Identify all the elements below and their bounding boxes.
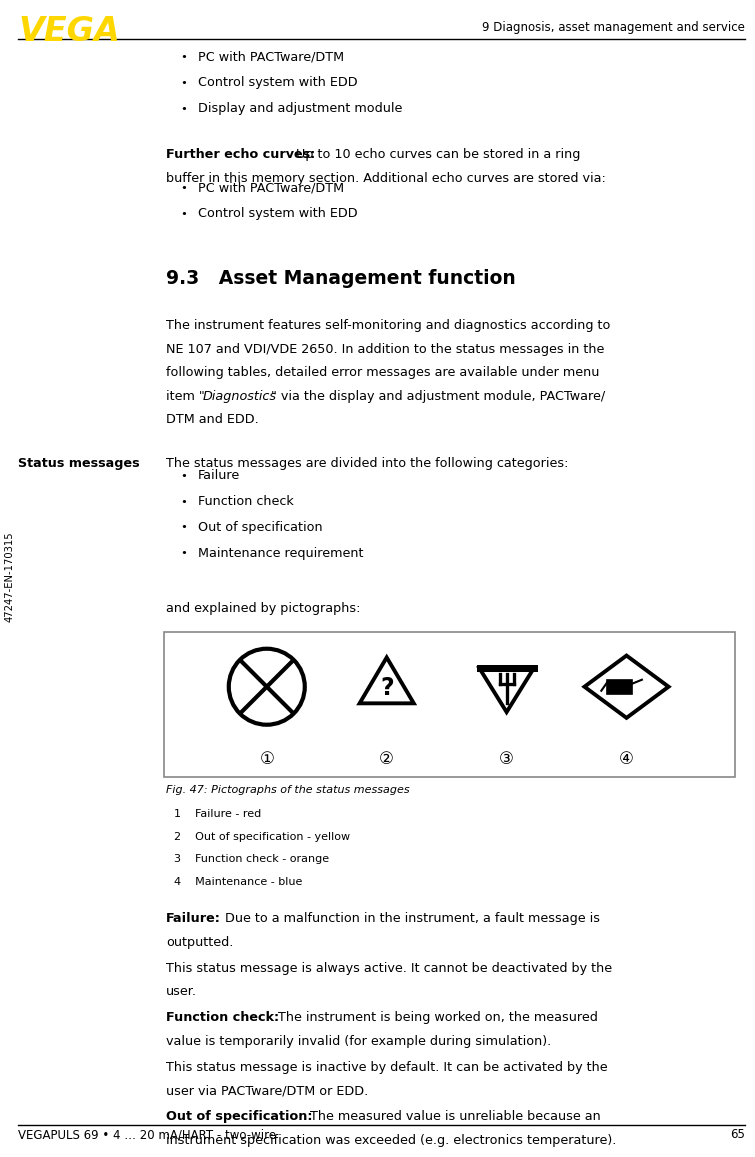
Text: Failure:: Failure: <box>166 913 221 926</box>
Text: •: • <box>180 523 187 532</box>
Text: 9 Diagnosis, asset management and service: 9 Diagnosis, asset management and servic… <box>482 21 745 34</box>
Text: •: • <box>180 52 187 62</box>
Text: •: • <box>180 548 187 559</box>
Text: 9.3   Asset Management function: 9.3 Asset Management function <box>166 270 516 288</box>
Text: ④: ④ <box>619 750 634 767</box>
Text: Maintenance requirement: Maintenance requirement <box>198 547 363 560</box>
Text: ?: ? <box>380 676 393 700</box>
Text: Diagnostics: Diagnostics <box>203 390 277 403</box>
Bar <box>607 679 632 694</box>
Text: 47247-EN-170315: 47247-EN-170315 <box>5 532 15 622</box>
Text: 2    Out of specification - yellow: 2 Out of specification - yellow <box>174 832 350 842</box>
Text: outputted.: outputted. <box>166 936 233 949</box>
Text: •: • <box>180 209 187 219</box>
Text: •: • <box>180 78 187 88</box>
Text: This status message is inactive by default. It can be activated by the: This status message is inactive by defau… <box>166 1061 608 1074</box>
Text: Failure: Failure <box>198 470 240 482</box>
Text: 3    Function check - orange: 3 Function check - orange <box>174 854 329 864</box>
Text: The status messages are divided into the following categories:: The status messages are divided into the… <box>166 457 569 470</box>
Text: •: • <box>180 104 187 113</box>
Text: Fig. 47: Pictographs of the status messages: Fig. 47: Pictographs of the status messa… <box>166 784 410 795</box>
Text: value is temporarily invalid (for example during simulation).: value is temporarily invalid (for exampl… <box>166 1036 551 1048</box>
Text: The measured value is unreliable because an: The measured value is unreliable because… <box>306 1111 601 1123</box>
Text: The instrument features self-monitoring and diagnostics according to: The instrument features self-monitoring … <box>166 319 610 332</box>
Text: following tables, detailed error messages are available under menu: following tables, detailed error message… <box>166 367 599 379</box>
Text: 4    Maintenance - blue: 4 Maintenance - blue <box>174 877 302 887</box>
Text: 1    Failure - red: 1 Failure - red <box>174 810 261 819</box>
Text: user.: user. <box>166 986 197 998</box>
Text: Out of specification: Out of specification <box>198 521 322 535</box>
Text: Further echo curves:: Further echo curves: <box>166 148 316 161</box>
Text: item ": item " <box>166 390 205 403</box>
Text: DTM and EDD.: DTM and EDD. <box>166 413 259 427</box>
Text: instrument specification was exceeded (e.g. electronics temperature).: instrument specification was exceeded (e… <box>166 1134 616 1147</box>
Text: buffer in this memory section. Additional echo curves are stored via:: buffer in this memory section. Additiona… <box>166 172 606 185</box>
Text: •: • <box>180 183 187 193</box>
Text: Function check: Function check <box>198 495 294 508</box>
Text: PC with PACTware/DTM: PC with PACTware/DTM <box>198 182 344 194</box>
Text: VEGAPULS 69 • 4 … 20 mA/HART - two-wire: VEGAPULS 69 • 4 … 20 mA/HART - two-wire <box>18 1128 276 1142</box>
Text: •: • <box>180 496 187 507</box>
Text: Display and adjustment module: Display and adjustment module <box>198 102 402 116</box>
Bar <box>164 632 735 776</box>
Text: NE 107 and VDI/VDE 2650. In addition to the status messages in the: NE 107 and VDI/VDE 2650. In addition to … <box>166 342 604 355</box>
Text: ①: ① <box>260 750 274 767</box>
Text: ③: ③ <box>499 750 514 767</box>
Text: PC with PACTware/DTM: PC with PACTware/DTM <box>198 51 344 64</box>
Text: Control system with EDD: Control system with EDD <box>198 207 358 221</box>
Text: ②: ② <box>379 750 394 767</box>
Text: The instrument is being worked on, the measured: The instrument is being worked on, the m… <box>274 1011 598 1024</box>
Text: Up to 10 echo curves can be stored in a ring: Up to 10 echo curves can be stored in a … <box>296 148 581 161</box>
Text: Due to a malfunction in the instrument, a fault message is: Due to a malfunction in the instrument, … <box>221 913 600 926</box>
Text: Control system with EDD: Control system with EDD <box>198 76 358 89</box>
Text: Out of specification:: Out of specification: <box>166 1111 313 1123</box>
Text: This status message is always active. It cannot be deactivated by the: This status message is always active. It… <box>166 961 612 975</box>
Text: Function check:: Function check: <box>166 1011 279 1024</box>
Text: and explained by pictographs:: and explained by pictographs: <box>166 603 360 616</box>
Text: " via the display and adjustment module, PACTware/: " via the display and adjustment module,… <box>271 390 606 403</box>
Text: Status messages: Status messages <box>18 457 140 470</box>
Text: 65: 65 <box>730 1128 745 1142</box>
Text: •: • <box>180 471 187 481</box>
Text: user via PACTware/DTM or EDD.: user via PACTware/DTM or EDD. <box>166 1084 368 1098</box>
Text: VEGA: VEGA <box>18 15 120 47</box>
